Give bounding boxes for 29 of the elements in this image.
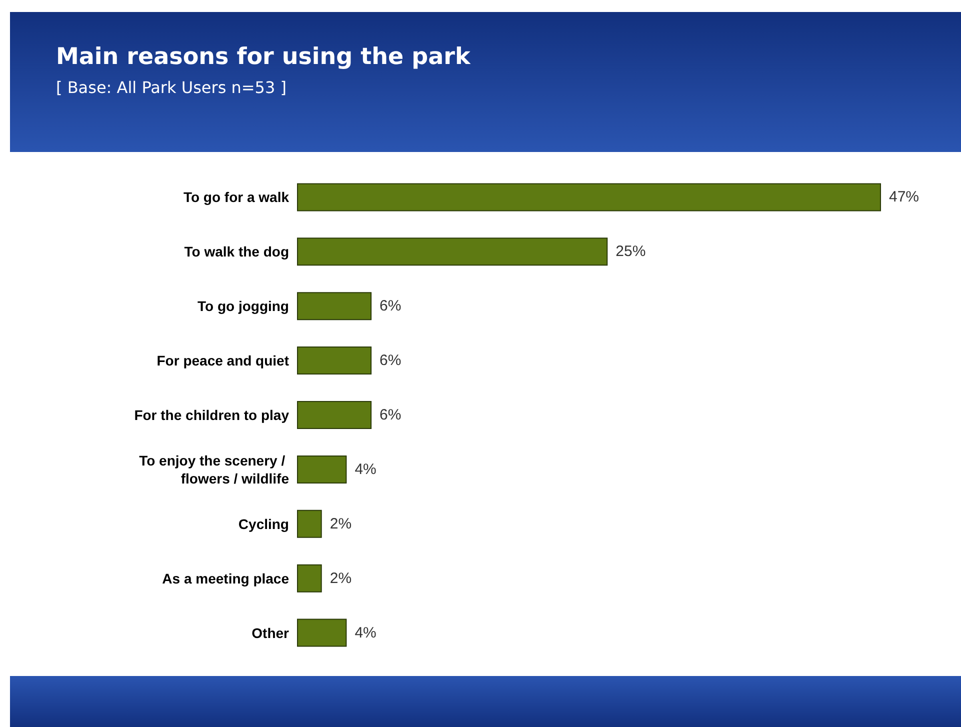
- chart-title: Main reasons for using the park: [56, 44, 470, 70]
- bar: [297, 238, 608, 266]
- data-label: 47%: [889, 188, 920, 206]
- y-tick-label: For peace and quiet: [156, 352, 290, 369]
- y-tick-label: To enjoy the scenery / flowers / wildlife: [139, 452, 290, 486]
- bar: [297, 510, 322, 538]
- data-label: 25%: [616, 243, 646, 260]
- y-tick-label: To walk the dog: [184, 244, 289, 260]
- data-label: 6%: [380, 298, 402, 315]
- bar: [297, 564, 322, 592]
- bar: [297, 183, 881, 212]
- data-label: 4%: [354, 624, 376, 642]
- y-tick-label: To go for a walk: [183, 189, 290, 206]
- bar: [297, 455, 347, 484]
- bar: [297, 618, 347, 647]
- bar: [297, 292, 372, 320]
- y-tick-label: Cycling: [238, 516, 289, 532]
- chart-subtitle: [ Base: All Park Users n=53 ]: [56, 78, 286, 97]
- bar: [297, 346, 372, 375]
- data-label: 6%: [380, 406, 402, 424]
- y-tick-label: For the children to play: [134, 407, 290, 423]
- bar: [297, 401, 372, 429]
- y-tick-label: As a meeting place: [162, 570, 290, 586]
- data-label: 2%: [330, 570, 352, 587]
- y-tick-label: To go jogging: [198, 298, 289, 314]
- data-label: 6%: [380, 352, 402, 370]
- data-label: 2%: [330, 515, 352, 532]
- data-label: 4%: [354, 460, 376, 478]
- y-tick-label: Other: [252, 624, 290, 641]
